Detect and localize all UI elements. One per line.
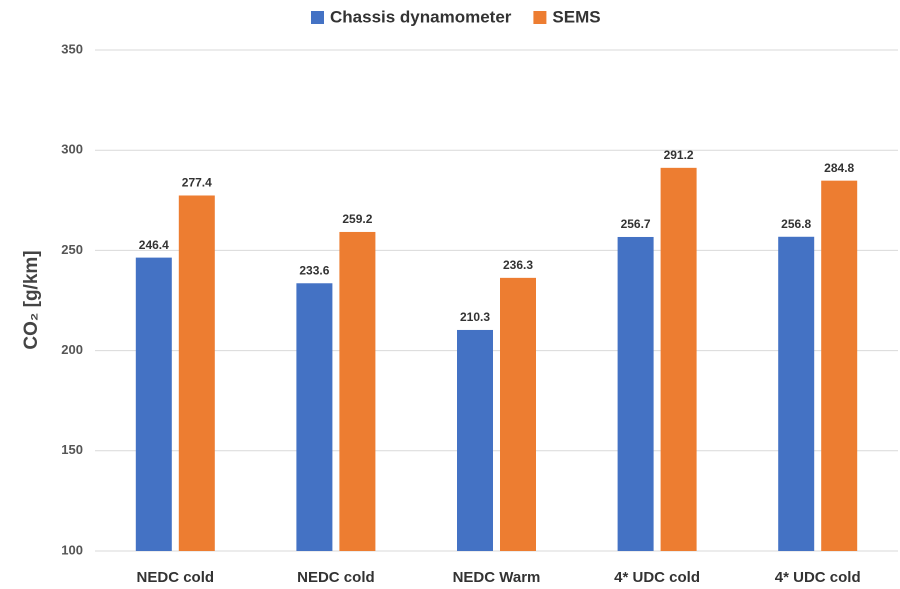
legend-label: SEMS — [552, 7, 600, 26]
x-tick-label: NEDC cold — [137, 569, 215, 586]
legend-swatch — [533, 11, 547, 24]
value-label: 210.3 — [460, 310, 490, 324]
legend-swatch — [311, 11, 324, 24]
x-tick-label: 4* UDC cold — [775, 569, 861, 586]
x-tick-label: NEDC cold — [297, 569, 375, 586]
bar — [660, 167, 697, 551]
bar — [178, 195, 215, 551]
bar — [500, 277, 536, 551]
value-label: 246.4 — [139, 238, 169, 252]
bar — [339, 231, 376, 551]
value-label: 256.8 — [781, 217, 811, 231]
legend-label: Chassis dynamometer — [330, 7, 512, 26]
bar — [778, 236, 815, 551]
value-label: 284.8 — [824, 161, 854, 175]
y-tick-label: 350 — [61, 41, 83, 56]
bar — [617, 236, 654, 551]
bar — [296, 283, 333, 551]
y-tick-label: 100 — [61, 542, 83, 557]
value-label: 233.6 — [299, 263, 329, 277]
value-label: 291.2 — [664, 148, 694, 162]
value-label: 259.2 — [342, 212, 372, 226]
value-label: 236.3 — [503, 258, 533, 272]
value-label: 256.7 — [621, 217, 651, 231]
bar — [135, 257, 172, 551]
y-axis-label: CO₂ [g/km] — [21, 250, 42, 349]
y-tick-label: 250 — [61, 242, 83, 257]
x-tick-label: NEDC Warm — [453, 569, 541, 586]
x-tick-label: 4* UDC cold — [614, 569, 700, 586]
y-tick-label: 200 — [61, 342, 83, 357]
bar — [457, 329, 493, 551]
y-tick-label: 300 — [61, 142, 83, 157]
bar — [821, 180, 858, 551]
value-label: 277.4 — [182, 176, 212, 190]
y-tick-label: 150 — [61, 442, 83, 457]
